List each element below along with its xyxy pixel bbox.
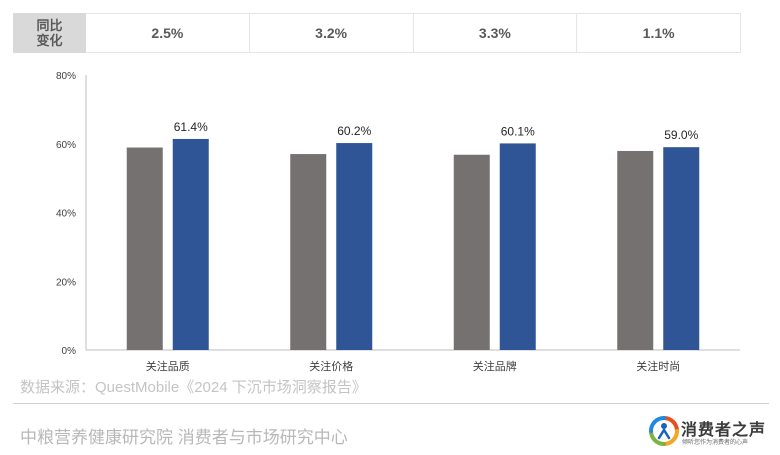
- bar: [172, 138, 209, 350]
- organization-name: 中粮营养健康研究院 消费者与市场研究中心: [20, 428, 348, 447]
- bar: [336, 143, 373, 350]
- yoy-header-label: 同比变化: [36, 18, 63, 48]
- y-tick-label: 60%: [56, 140, 76, 151]
- brand-name: 消费者之声: [681, 422, 767, 439]
- bar-chart: 0% 20% 40% 60% 80% 61.4% 关注品质 60.2% 关注价格 60.1% 关注品…: [56, 71, 740, 373]
- brand-block: 消费者之声 倾听您作为消费者的心声: [648, 413, 772, 449]
- data-label: 59.0%: [664, 128, 698, 142]
- y-tick-label: 0%: [62, 346, 77, 357]
- x-tick-label: 关注时尚: [636, 359, 680, 373]
- brand-logo-icon: [649, 416, 679, 446]
- y-tick-label: 80%: [56, 71, 76, 82]
- data-label: 60.1%: [501, 124, 535, 138]
- source-note: 数据来源：QuestMobile《2024 下沉市场洞察报告》: [20, 379, 367, 396]
- bar: [617, 150, 654, 350]
- bar: [453, 154, 490, 350]
- yoy-value: 3.3%: [413, 13, 578, 53]
- brand-tagline: 倾听您作为消费者的心声: [682, 440, 749, 446]
- yoy-header: 同比变化: [13, 13, 86, 53]
- bar: [126, 147, 163, 350]
- data-label: 61.4%: [174, 120, 208, 134]
- bar: [499, 143, 536, 350]
- x-tick-label: 关注价格: [309, 359, 353, 373]
- yoy-strip: 同比变化 2.5% 3.2% 3.3% 1.1%: [13, 13, 741, 53]
- bar: [663, 147, 700, 350]
- y-tick-label: 40%: [56, 209, 76, 220]
- bar: [290, 154, 327, 350]
- data-label: 60.2%: [337, 124, 371, 138]
- y-tick-label: 20%: [56, 277, 76, 288]
- yoy-value: 3.2%: [249, 13, 414, 53]
- x-tick-label: 关注品牌: [473, 359, 517, 373]
- footer-divider: [13, 403, 769, 404]
- yoy-value: 1.1%: [577, 13, 741, 53]
- x-tick-label: 关注品质: [146, 359, 190, 373]
- yoy-value: 2.5%: [86, 13, 250, 53]
